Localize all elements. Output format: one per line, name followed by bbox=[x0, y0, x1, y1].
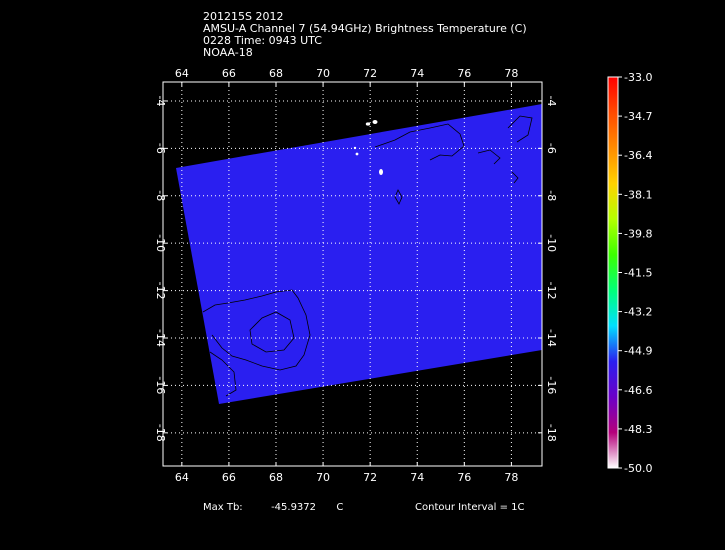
title-time: 0228 Time: 0943 UTC bbox=[203, 34, 322, 47]
lat-label-right: -18 bbox=[545, 424, 558, 442]
lon-label-top: 76 bbox=[457, 67, 471, 80]
lon-label-bottom: 72 bbox=[363, 471, 377, 484]
lat-label-left: -8 bbox=[154, 190, 167, 201]
colorbar-label: -33.0 bbox=[624, 71, 652, 84]
island bbox=[372, 120, 378, 124]
island bbox=[365, 122, 371, 126]
max-tb-unit: C bbox=[336, 502, 344, 513]
colorbar-label: -36.4 bbox=[624, 149, 652, 162]
contour-line bbox=[374, 123, 465, 161]
max-tb-value: -45.9372 bbox=[271, 502, 317, 513]
lon-label-top: 72 bbox=[363, 67, 377, 80]
lon-label-top: 68 bbox=[269, 67, 283, 80]
lat-label-left: -6 bbox=[154, 143, 167, 154]
colorbar-label: -50.0 bbox=[624, 462, 652, 475]
lat-label-right: -14 bbox=[545, 329, 558, 347]
colorbar-label: -44.9 bbox=[624, 345, 652, 358]
lon-label-bottom: 78 bbox=[504, 471, 518, 484]
title-channel: AMSU-A Channel 7 (54.94GHz) Brightness T… bbox=[203, 22, 527, 35]
lon-label-bottom: 68 bbox=[269, 471, 283, 484]
contour-line bbox=[507, 115, 533, 143]
lat-label-left: -10 bbox=[154, 234, 167, 252]
colorbar-label: -46.6 bbox=[624, 384, 652, 397]
colorbar bbox=[607, 76, 619, 469]
lat-label-right: -4 bbox=[545, 95, 558, 106]
lat-label-right: -8 bbox=[545, 190, 558, 201]
contour-line bbox=[209, 351, 237, 397]
contour-line bbox=[202, 289, 311, 371]
lon-label-bottom: 66 bbox=[222, 471, 236, 484]
max-tb-label: Max Tb: bbox=[203, 502, 243, 513]
title-block: 201215S 2012 AMSU-A Channel 7 (54.94GHz)… bbox=[203, 11, 527, 59]
colorbar-label: -34.7 bbox=[624, 110, 652, 123]
contour-line bbox=[249, 311, 295, 353]
lon-label-top: 70 bbox=[316, 67, 330, 80]
lon-label-bottom: 70 bbox=[316, 471, 330, 484]
colorbar-label: -41.5 bbox=[624, 267, 652, 280]
title-date: 201215S 2012 bbox=[203, 10, 284, 23]
lon-label-bottom: 74 bbox=[410, 471, 424, 484]
satellite-swath bbox=[176, 104, 542, 404]
lat-label-left: -4 bbox=[154, 95, 167, 106]
lon-label-top: 66 bbox=[222, 67, 236, 80]
contour-line bbox=[477, 149, 501, 165]
island bbox=[355, 152, 359, 156]
island bbox=[379, 169, 383, 175]
lon-label-bottom: 76 bbox=[457, 471, 471, 484]
lat-label-left: -18 bbox=[154, 424, 167, 442]
contour-line bbox=[511, 171, 519, 184]
lat-label-left: -16 bbox=[154, 376, 167, 394]
lat-label-right: -10 bbox=[545, 234, 558, 252]
max-tb-readout: Max Tb: -45.9372 C bbox=[203, 502, 343, 513]
contour-interval: Contour Interval = 1C bbox=[415, 502, 525, 513]
lon-label-bottom: 64 bbox=[175, 471, 189, 484]
lat-label-right: -16 bbox=[545, 376, 558, 394]
colorbar-label: -39.8 bbox=[624, 227, 652, 240]
lat-label-left: -12 bbox=[154, 282, 167, 300]
lat-label-right: -12 bbox=[545, 282, 558, 300]
lat-label-left: -14 bbox=[154, 329, 167, 347]
map-frame bbox=[162, 81, 543, 467]
colorbar-label: -43.2 bbox=[624, 306, 652, 319]
lon-label-top: 78 bbox=[504, 67, 518, 80]
colorbar-label: -48.3 bbox=[624, 423, 652, 436]
lat-label-right: -6 bbox=[545, 143, 558, 154]
colorbar-label: -38.1 bbox=[624, 188, 652, 201]
lon-label-top: 74 bbox=[410, 67, 424, 80]
contour-line bbox=[394, 189, 403, 205]
title-satellite: NOAA-18 bbox=[203, 46, 253, 59]
lon-label-top: 64 bbox=[175, 67, 189, 80]
